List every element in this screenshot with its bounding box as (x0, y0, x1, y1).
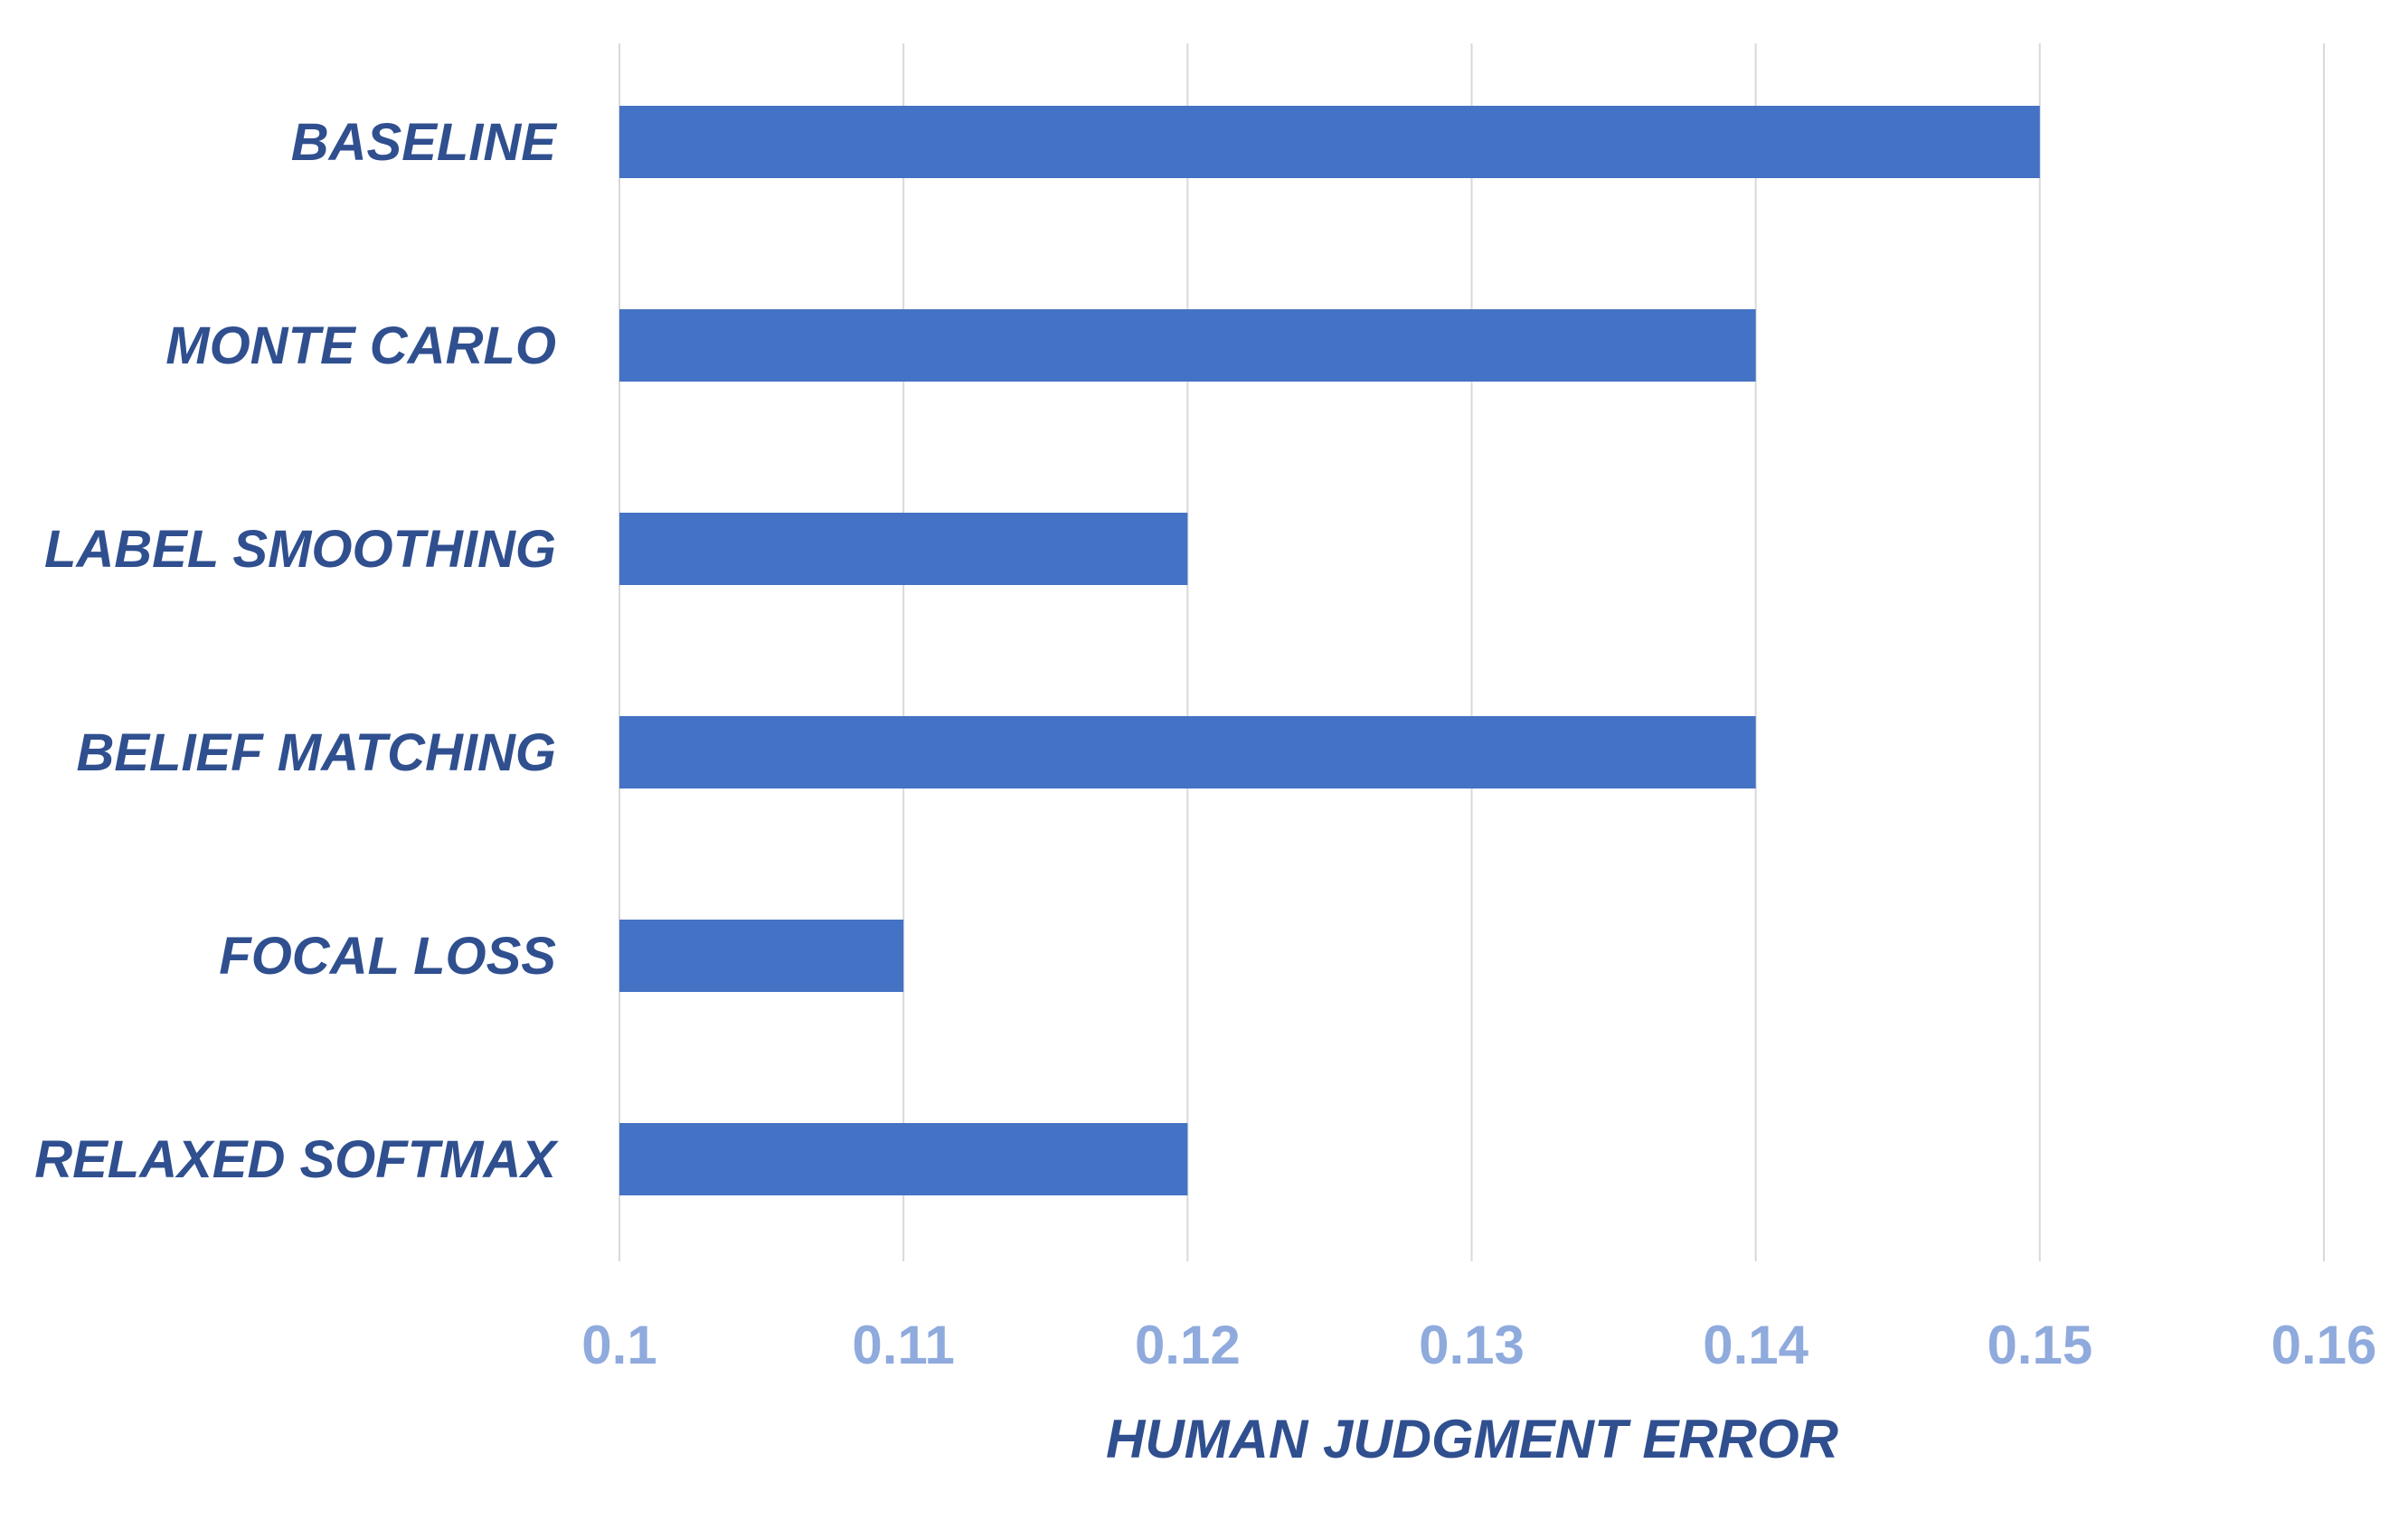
category-label: LABEL SMOOTHING (44, 520, 556, 579)
bars (619, 106, 2040, 1195)
x-tick-label: 0.12 (1135, 1315, 1241, 1375)
bar (619, 513, 1188, 585)
category-label: FOCAL LOSS (219, 927, 556, 986)
bar (619, 309, 1756, 382)
x-tick-label: 0.1 (581, 1315, 656, 1375)
x-tick-labels: 0.1 0.11 0.12 0.13 0.14 0.15 0.16 (581, 1315, 2376, 1375)
category-label: BASELINE (291, 113, 559, 172)
category-label: RELAXED SOFTMAX (34, 1130, 559, 1189)
bar (619, 920, 904, 992)
x-tick-label: 0.13 (1419, 1315, 1525, 1375)
x-tick-label: 0.14 (1703, 1315, 1808, 1375)
category-labels: BASELINE MONTE CARLO LABEL SMOOTHING BELIEF… (34, 113, 559, 1189)
gridlines (619, 43, 2325, 1261)
category-label: BELIEF MATCHING (76, 723, 556, 782)
bar (619, 1123, 1188, 1195)
x-tick-label: 0.16 (2271, 1315, 2377, 1375)
x-tick-label: 0.11 (852, 1315, 954, 1375)
category-label: MONTE CARLO (165, 316, 556, 375)
bar (619, 716, 1756, 788)
bar (619, 106, 2040, 178)
x-tick-label: 0.15 (1987, 1315, 2092, 1375)
x-axis-title: HUMAN JUDGMENT ERROR (1106, 1409, 1838, 1469)
